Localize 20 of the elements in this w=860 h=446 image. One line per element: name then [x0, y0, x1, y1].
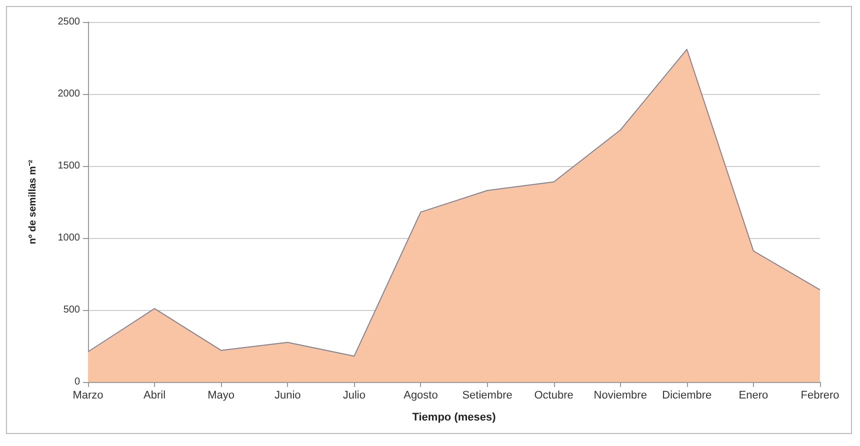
- x-axis-title: Tiempo (meses): [412, 412, 496, 424]
- y-axis-title: nº de semillas m⁻²: [28, 159, 38, 244]
- x-tick-label: Julio: [342, 390, 366, 402]
- x-tick-label: Setiembre: [462, 390, 512, 402]
- y-tick-label: 2500: [58, 16, 80, 28]
- y-tick-label: 0: [74, 376, 80, 388]
- x-tick-label: Junio: [274, 390, 301, 402]
- x-tick-label: Diciembre: [662, 390, 712, 402]
- y-tick-label: 1000: [58, 232, 80, 244]
- x-tick-label: Mayo: [208, 390, 235, 402]
- x-tick-label: Abril: [144, 390, 166, 402]
- x-tick-label: Octubre: [534, 390, 574, 402]
- x-tick-label: Agosto: [404, 390, 438, 402]
- y-tick-label: 500: [63, 304, 80, 316]
- x-tick-label: Marzo: [72, 390, 104, 402]
- x-tick-label: Febrero: [800, 390, 840, 402]
- x-tick-label: Enero: [738, 390, 768, 402]
- y-tick-label: 1500: [58, 160, 80, 172]
- y-tick-label: 2000: [58, 88, 80, 100]
- x-tick-label: Noviembre: [594, 390, 647, 402]
